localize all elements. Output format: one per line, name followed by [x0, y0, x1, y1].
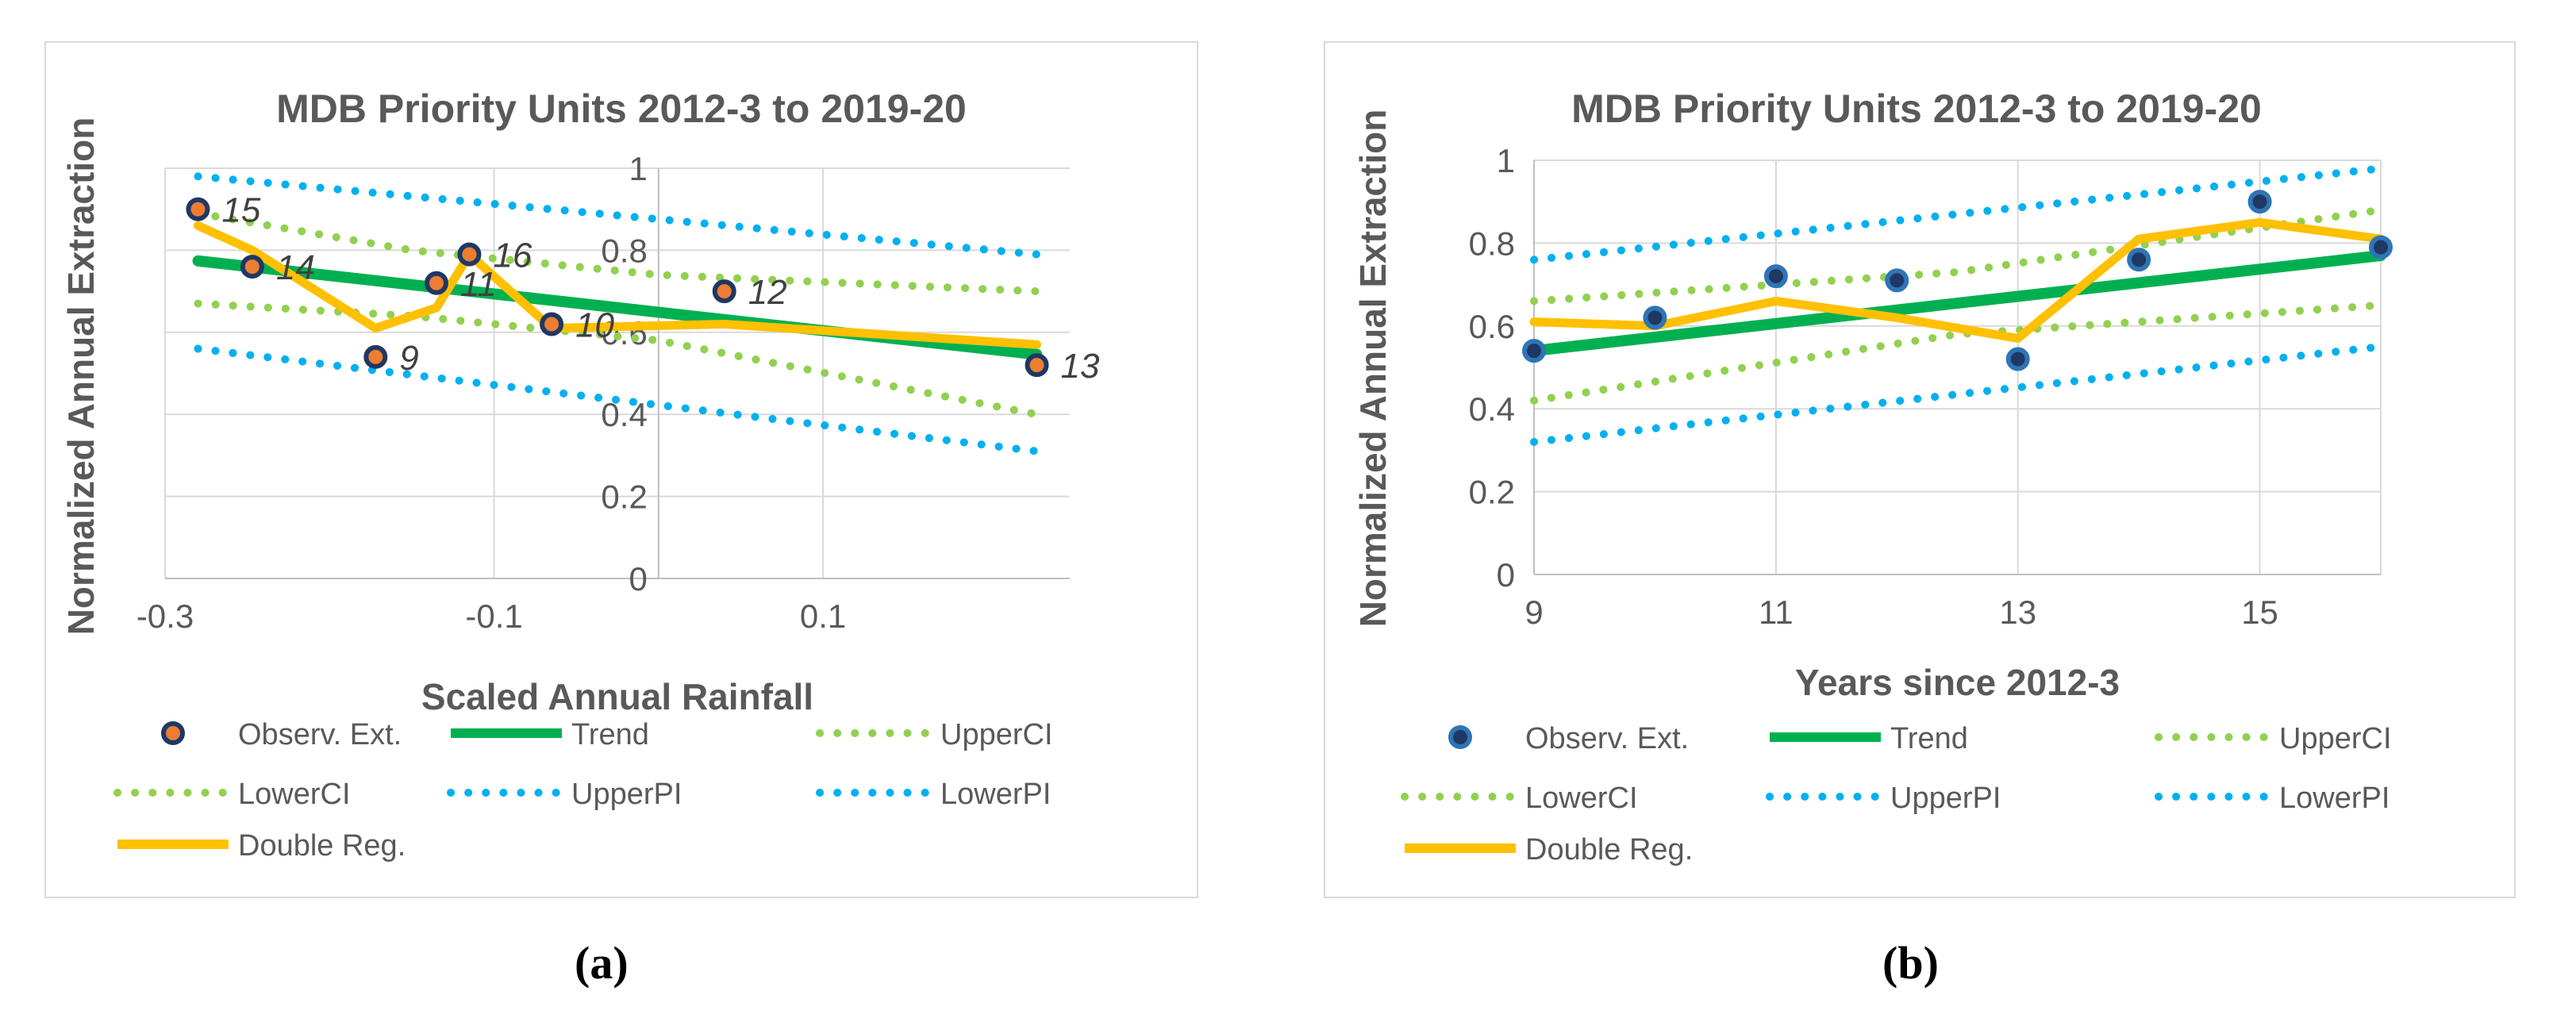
data-point	[2247, 190, 2272, 214]
data-point-label: 10	[575, 305, 614, 344]
chart-b-svg: MDB Priority Units 2012-3 to 2019-20 0 0.2…	[1352, 86, 2393, 866]
data-point	[363, 344, 388, 369]
data-point-label: 12	[748, 273, 787, 312]
legend-label: UpperPI	[571, 778, 682, 811]
data-point	[425, 271, 448, 295]
series-line-upperpi	[194, 172, 1041, 259]
data-point	[240, 255, 264, 279]
legend-label: UpperPI	[1890, 782, 2001, 815]
data-point	[2005, 347, 2030, 371]
x-axis-label: Scaled Annual Rainfall	[421, 676, 813, 717]
series-line-lowerci	[1530, 301, 2385, 405]
y-tick-label: 0.6	[601, 314, 647, 352]
y-tick-label: 0	[629, 560, 647, 597]
series-line-trend	[1528, 250, 2386, 357]
y-tick-label: 0.2	[601, 478, 647, 516]
data-point	[1763, 264, 1788, 289]
data-point	[1885, 268, 1909, 293]
data-point	[1643, 305, 1667, 330]
chart-a-svg: MDB Priority Units 2012-3 to 2019-20 0 0.2…	[60, 86, 1100, 863]
data-point-label: 15	[221, 191, 260, 230]
data-point	[2127, 248, 2151, 272]
y-tick-label: 0.6	[1469, 308, 1515, 345]
series-line-lowerci	[194, 299, 1041, 419]
y-tick-label: 1	[629, 150, 647, 187]
legend-label: Double Reg.	[1525, 833, 1693, 866]
y-tick-label: 0	[1497, 556, 1515, 594]
chart-panel-a: MDB Priority Units 2012-3 to 2019-20 0 0.2…	[44, 41, 1198, 898]
data-point-label: 11	[460, 265, 497, 304]
y-axis-label: Normalized Annual Extraction	[60, 117, 102, 636]
y-tick-label: 0.8	[1469, 225, 1515, 262]
data-point	[1025, 353, 1049, 378]
x-tick-label: 11	[1759, 594, 1794, 631]
data-point-label: 9	[399, 339, 418, 378]
series-line-double-reg	[194, 221, 1041, 349]
data-point	[457, 242, 482, 267]
legend-label: Observ. Ext.	[1525, 722, 1689, 755]
data-point	[540, 312, 564, 336]
legend-label: LowerPI	[940, 778, 1051, 811]
x-tick-label: -0.1	[465, 597, 522, 635]
y-tick-label: 0.8	[601, 232, 647, 269]
legend-label: LowerPI	[2279, 782, 2390, 815]
legend-label: Trend	[1890, 722, 1968, 755]
y-axis-label: Normalized Annual Extraction	[1352, 110, 1394, 628]
series-line-upperpi	[1530, 164, 2385, 264]
chart-title: MDB Priority Units 2012-3 to 2019-20	[276, 86, 967, 131]
series-line-lowerpi	[194, 344, 1041, 455]
data-point-label: 16	[493, 236, 532, 275]
data-point	[712, 279, 736, 304]
legend-swatch-observ	[161, 721, 185, 745]
x-axis-label: Years since 2012-3	[1795, 662, 2120, 703]
data-point-label: 14	[276, 248, 315, 287]
y-tick-label: 0.4	[601, 396, 647, 433]
series-line-upperci	[1530, 206, 2385, 305]
series-line-double-reg	[1529, 217, 2386, 343]
legend-label: UpperCI	[2279, 722, 2392, 755]
y-tick-label: 0.2	[1469, 474, 1515, 511]
series-line-lowerpi	[1530, 342, 2385, 446]
legend-label: UpperCI	[940, 718, 1053, 751]
x-tick-label: 13	[1999, 594, 2036, 631]
x-tick-label: -0.3	[136, 597, 194, 635]
y-tick-label: 1	[1497, 142, 1515, 179]
x-tick-label: 0.1	[800, 597, 846, 635]
legend-label: LowerCI	[1525, 782, 1638, 815]
data-point	[2369, 235, 2393, 259]
legend-label: Double Reg.	[238, 829, 406, 863]
series-line-upperci	[194, 209, 1041, 296]
chart-title: MDB Priority Units 2012-3 to 2019-20	[1571, 86, 2262, 131]
x-tick-label: 15	[2241, 594, 2278, 631]
legend-label: Trend	[571, 718, 649, 751]
data-point	[1522, 339, 1546, 363]
chart-panel-b: MDB Priority Units 2012-3 to 2019-20 0 0.2…	[1324, 41, 2516, 898]
x-tick-label: 9	[1524, 594, 1543, 631]
data-point	[186, 197, 210, 221]
caption-a: (a)	[575, 937, 629, 989]
legend-swatch-observ	[1448, 725, 1472, 749]
legend-label: Observ. Ext.	[238, 718, 402, 751]
caption-b: (b)	[1882, 937, 1939, 989]
y-tick-label: 0.4	[1469, 390, 1515, 428]
data-point-label: 13	[1061, 347, 1100, 386]
legend-label: LowerCI	[238, 778, 351, 811]
